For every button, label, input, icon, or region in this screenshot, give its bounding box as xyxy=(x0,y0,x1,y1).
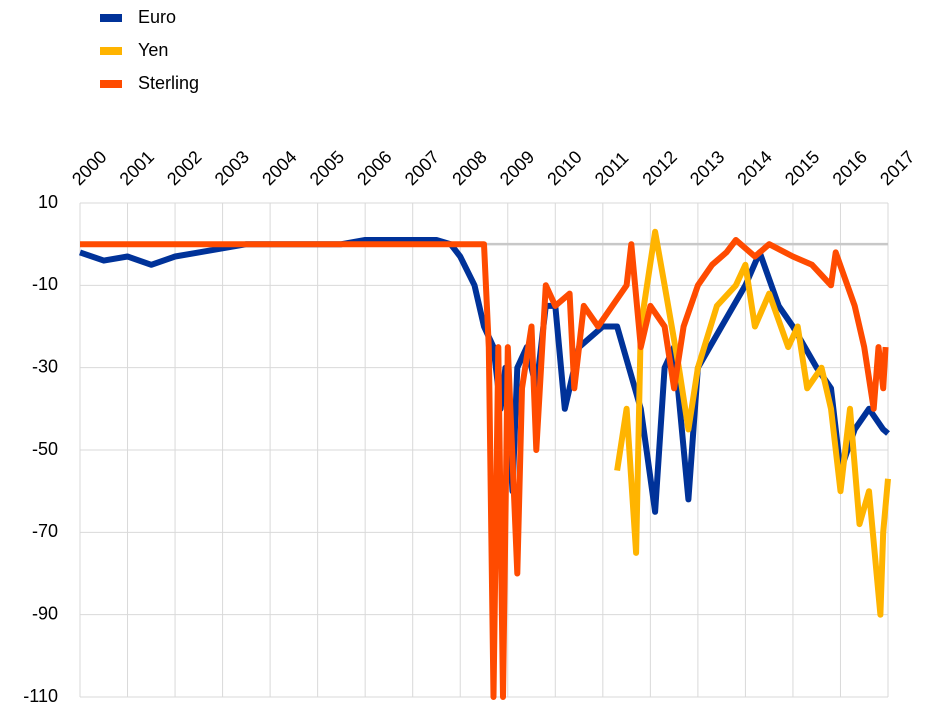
x-tick-label: 2008 xyxy=(448,147,490,189)
line-series xyxy=(80,237,889,700)
x-tick-label: 2010 xyxy=(543,147,585,189)
x-tick-label: 2016 xyxy=(829,147,871,189)
x-tick-label: 2014 xyxy=(733,147,775,189)
legend-swatch xyxy=(100,14,122,22)
line-series xyxy=(614,228,891,618)
y-tick-label: -70 xyxy=(32,521,58,541)
y-tick-label: -110 xyxy=(23,686,58,706)
x-tick-label: 2001 xyxy=(116,147,158,189)
y-tick-label: -50 xyxy=(32,439,58,459)
x-tick-label: 2015 xyxy=(781,147,823,189)
x-tick-label: 2017 xyxy=(876,147,918,189)
y-tick-label: -30 xyxy=(32,356,58,376)
x-tick-label: 2013 xyxy=(686,147,728,189)
legend-label: Sterling xyxy=(138,73,199,93)
legend-swatch xyxy=(100,80,122,88)
legend-label: Yen xyxy=(138,40,168,60)
y-tick-label: 10 xyxy=(38,192,58,212)
legend-label: Euro xyxy=(138,7,176,27)
y-tick-label: -90 xyxy=(32,603,58,623)
x-tick-label: 2005 xyxy=(306,147,348,189)
x-tick-label: 2006 xyxy=(353,147,395,189)
x-tick-label: 2003 xyxy=(211,147,253,189)
legend-swatch xyxy=(100,47,122,55)
x-tick-label: 2007 xyxy=(401,147,443,189)
x-tick-label: 2012 xyxy=(638,147,680,189)
x-tick-label: 2004 xyxy=(258,147,300,189)
x-tick-label: 2009 xyxy=(496,147,538,189)
x-tick-label: 2011 xyxy=(591,148,633,190)
x-tick-label: 2002 xyxy=(163,147,205,189)
y-tick-label: -10 xyxy=(32,274,58,294)
x-tick-label: 2000 xyxy=(68,147,110,189)
